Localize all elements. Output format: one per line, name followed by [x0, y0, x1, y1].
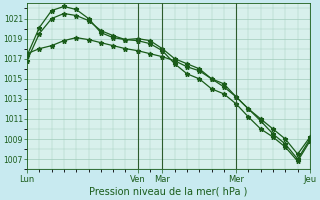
X-axis label: Pression niveau de la mer( hPa ): Pression niveau de la mer( hPa ) — [89, 187, 248, 197]
